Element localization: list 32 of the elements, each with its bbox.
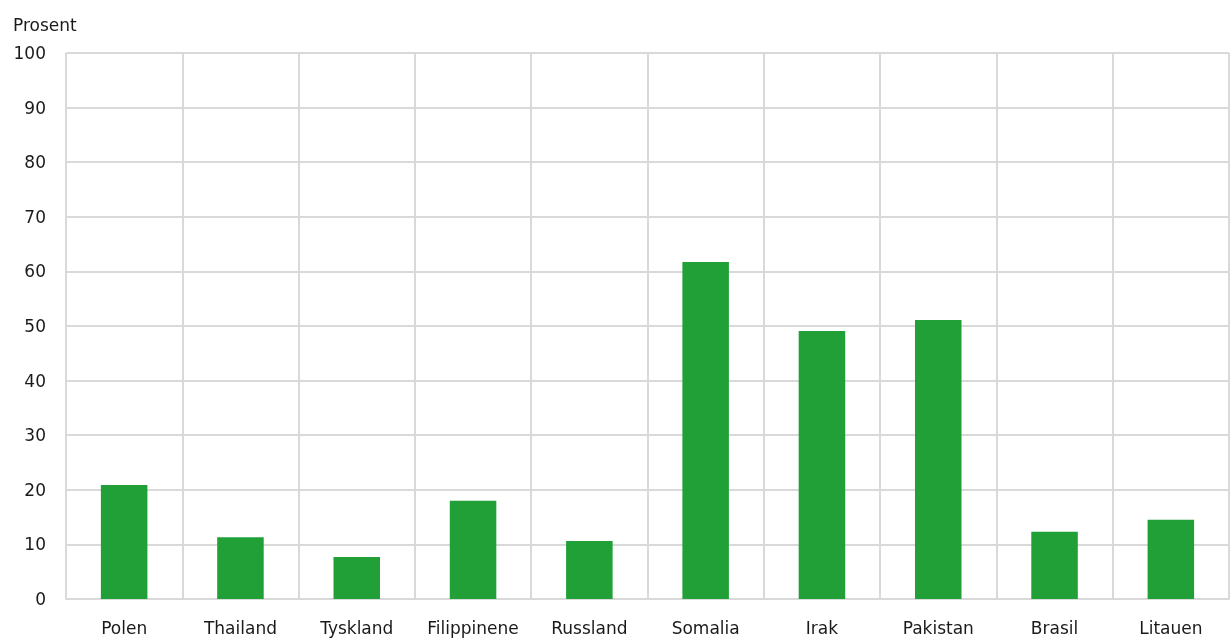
x-tick-label: Pakistan	[902, 617, 974, 638]
bar	[1031, 531, 1078, 599]
y-tick-label: 0	[35, 589, 46, 609]
y-tick-label: 10	[24, 534, 46, 555]
y-tick-label: 20	[24, 479, 46, 500]
x-tick-label: Somalia	[671, 617, 740, 638]
x-tick-label: Brasil	[1030, 617, 1079, 638]
y-tick-label: 40	[24, 370, 46, 391]
y-tick-label: 60	[24, 261, 46, 282]
bar	[682, 262, 729, 599]
x-tick-label: Litauen	[1139, 617, 1203, 638]
bar	[100, 484, 148, 599]
x-tick-label: Irak	[805, 617, 839, 638]
y-tick-label: 50	[24, 316, 46, 336]
bar	[566, 541, 613, 599]
y-tick-label: 80	[24, 152, 46, 173]
bar	[1147, 519, 1195, 599]
y-tick-label: 70	[24, 206, 46, 227]
x-tick-label: Filippinene	[427, 617, 519, 638]
y-tick-label: 30	[24, 425, 46, 446]
x-tick-label: Thailand	[202, 617, 277, 638]
x-tick-label: Polen	[101, 617, 148, 638]
bar	[914, 319, 962, 599]
bar	[798, 330, 846, 599]
y-tick-label: 90	[24, 97, 46, 118]
y-axis-title: Prosent	[13, 14, 78, 35]
x-tick-label: Tyskland	[319, 617, 394, 638]
y-tick-label: 100	[13, 43, 46, 63]
bar	[449, 500, 497, 599]
x-tick-label: Russland	[551, 617, 628, 638]
bar	[217, 537, 264, 599]
bar	[333, 556, 381, 599]
